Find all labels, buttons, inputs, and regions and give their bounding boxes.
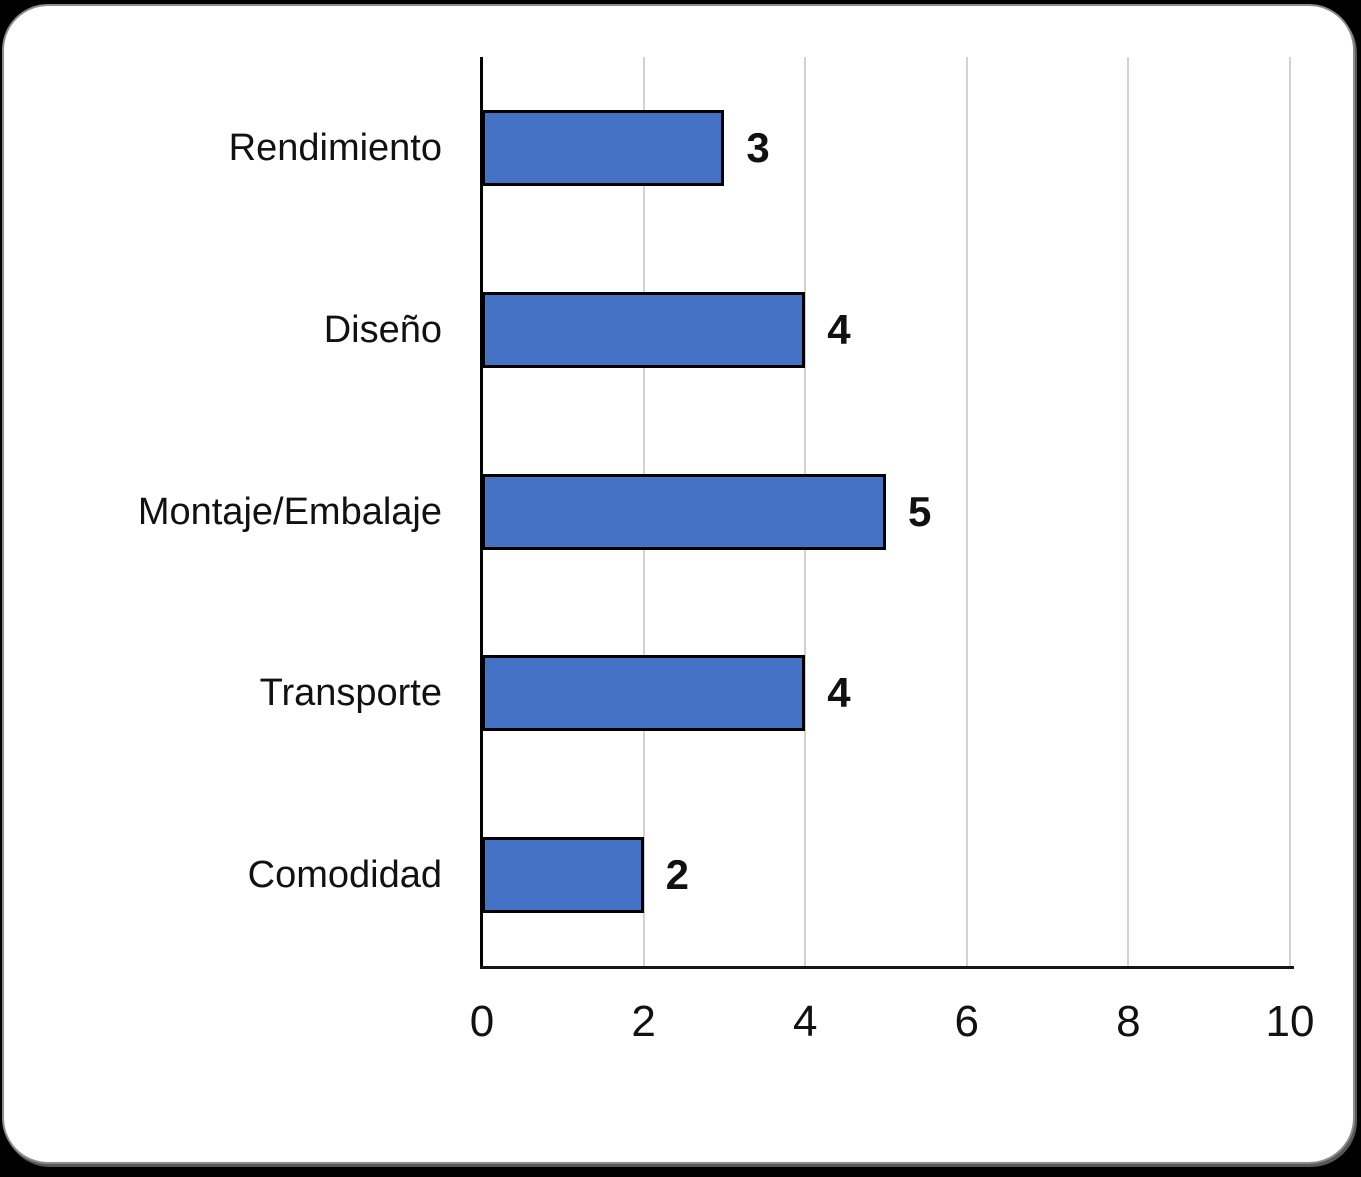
x-axis-line	[480, 966, 1294, 969]
category-label-transporte: Transporte	[259, 672, 442, 715]
x-tick-label-6: 6	[954, 997, 980, 1046]
category-label-dise-o: Diseño	[323, 308, 442, 351]
data-label-rendimiento: 3	[746, 123, 770, 171]
chart-card: Rendimiento Diseño Montaje/Embalaje Transpo…	[2, 4, 1355, 1164]
x-tick-label-10: 10	[1265, 997, 1315, 1046]
bar-comodidad	[482, 837, 644, 914]
data-label-dise-o: 4	[827, 305, 851, 353]
data-label-transporte: 4	[827, 669, 851, 717]
bar-rendimiento	[482, 109, 725, 186]
data-label-montaje-embalaje: 5	[908, 487, 932, 535]
data-label-comodidad: 2	[665, 851, 689, 899]
x-tick-label-8: 8	[1116, 997, 1141, 1046]
x-tick-label-0: 0	[469, 997, 495, 1046]
gridline-x-8	[1127, 57, 1130, 966]
category-label-comodidad: Comodidad	[247, 854, 442, 897]
gridline-x-6	[965, 57, 968, 966]
bar-dise-o	[482, 291, 806, 368]
category-label-montaje-embalaje: Montaje/Embalaje	[137, 490, 442, 533]
y-axis-line	[480, 57, 483, 969]
category-label-rendimiento: Rendimiento	[228, 126, 442, 169]
gridline-x-10	[1289, 57, 1291, 966]
x-tick-label-2: 2	[631, 997, 656, 1046]
bar-montaje-embalaje	[482, 473, 886, 550]
plot-area	[480, 57, 1294, 969]
x-tick-label-4: 4	[792, 997, 818, 1046]
bar-transporte	[482, 655, 806, 732]
